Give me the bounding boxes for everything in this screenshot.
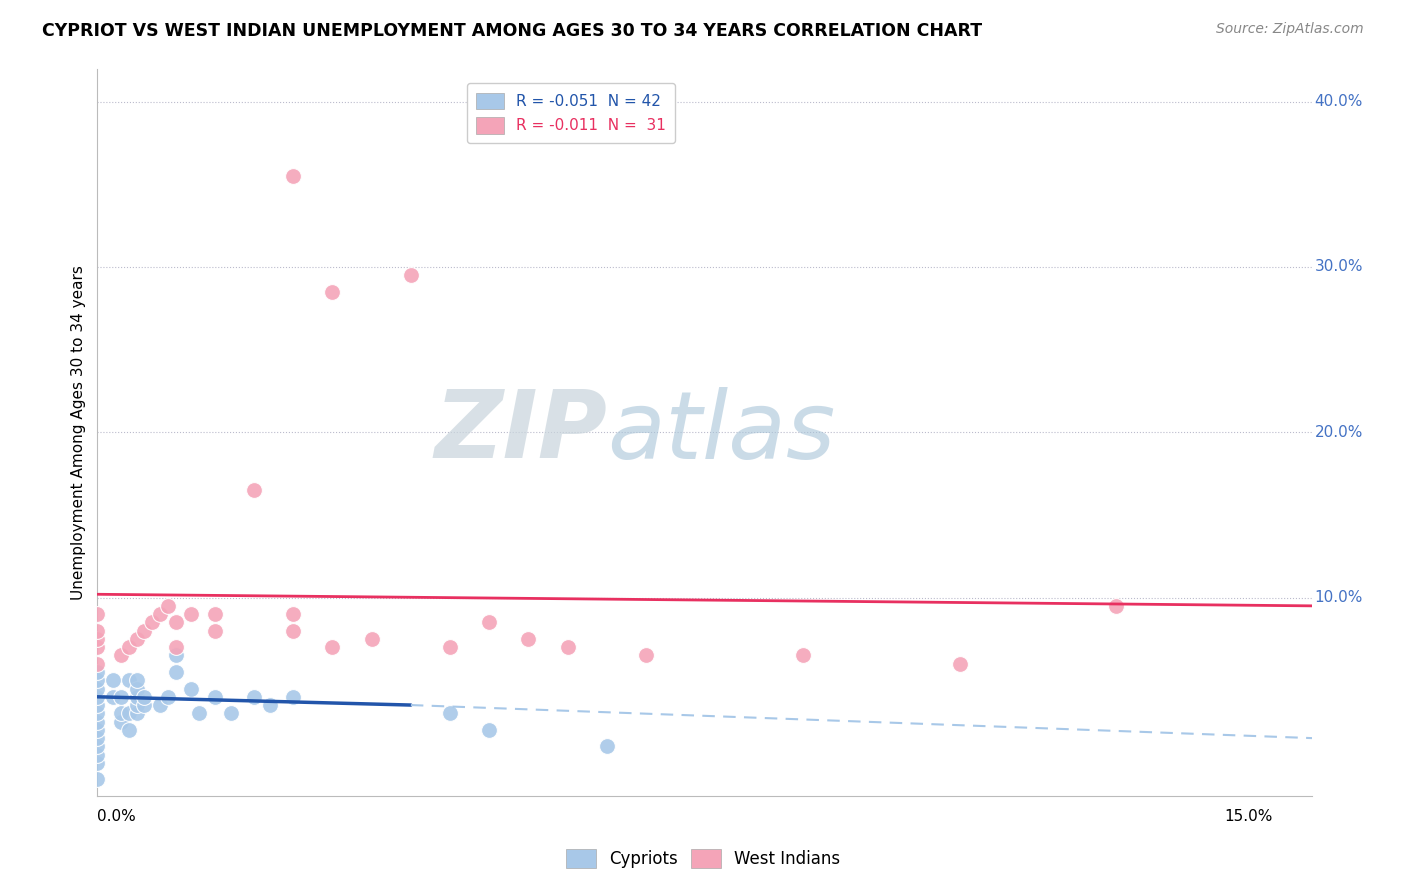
Point [156,599,179,613]
Point [118,723,141,737]
Point [86,607,108,621]
Y-axis label: Unemployment Among Ages 30 to 34 years: Unemployment Among Ages 30 to 34 years [72,265,86,599]
Point [439,706,461,721]
Point [283,607,305,621]
Legend: Cypriots, West Indians: Cypriots, West Indians [560,843,846,875]
Point [165,648,187,663]
Point [283,624,305,638]
Point [188,706,211,721]
Point [180,607,202,621]
Point [596,739,619,754]
Text: 0.0%: 0.0% [97,809,136,824]
Point [86,698,108,712]
Point [101,690,124,704]
Text: 40.0%: 40.0% [1315,94,1362,109]
Point [110,648,132,663]
Point [86,632,108,646]
Point [219,706,242,721]
Point [243,483,266,497]
Point [165,665,187,679]
Point [110,706,132,721]
Point [86,657,108,671]
Text: 10.0%: 10.0% [1315,591,1362,605]
Point [125,632,148,646]
Point [360,632,382,646]
Point [125,673,148,688]
Point [321,285,343,299]
Point [134,690,156,704]
Point [134,624,156,638]
Point [86,739,108,754]
Point [110,690,132,704]
Point [118,706,141,721]
Text: 20.0%: 20.0% [1315,425,1362,440]
Point [259,698,281,712]
Point [243,690,266,704]
Point [165,640,187,655]
Point [86,723,108,737]
Text: atlas: atlas [607,387,835,478]
Legend: R = -0.051  N = 42, R = -0.011  N =  31: R = -0.051 N = 42, R = -0.011 N = 31 [467,84,675,143]
Point [478,723,501,737]
Point [156,690,179,704]
Point [125,698,148,712]
Point [948,657,970,671]
Point [204,607,226,621]
Point [204,624,226,638]
Point [118,673,141,688]
Point [149,698,172,712]
Point [118,640,141,655]
Point [86,706,108,721]
Point [180,681,202,696]
Point [86,640,108,655]
Text: 15.0%: 15.0% [1225,809,1272,824]
Point [165,615,187,630]
Point [1105,599,1128,613]
Point [141,615,163,630]
Point [101,673,124,688]
Point [86,747,108,762]
Point [283,690,305,704]
Point [478,615,501,630]
Point [321,640,343,655]
Point [125,690,148,704]
Point [204,690,226,704]
Point [86,681,108,696]
Point [86,714,108,729]
Point [86,673,108,688]
Point [134,698,156,712]
Point [110,714,132,729]
Point [86,690,108,704]
Point [149,607,172,621]
Text: CYPRIOT VS WEST INDIAN UNEMPLOYMENT AMONG AGES 30 TO 34 YEARS CORRELATION CHART: CYPRIOT VS WEST INDIAN UNEMPLOYMENT AMON… [42,22,983,40]
Point [399,268,422,283]
Text: 30.0%: 30.0% [1315,260,1364,275]
Point [125,706,148,721]
Point [283,169,305,183]
Text: ZIP: ZIP [434,386,607,478]
Point [439,640,461,655]
Point [86,731,108,745]
Point [634,648,657,663]
Text: Source: ZipAtlas.com: Source: ZipAtlas.com [1216,22,1364,37]
Point [86,624,108,638]
Point [517,632,540,646]
Point [86,756,108,770]
Point [86,772,108,787]
Point [86,665,108,679]
Point [792,648,814,663]
Point [125,681,148,696]
Point [557,640,579,655]
